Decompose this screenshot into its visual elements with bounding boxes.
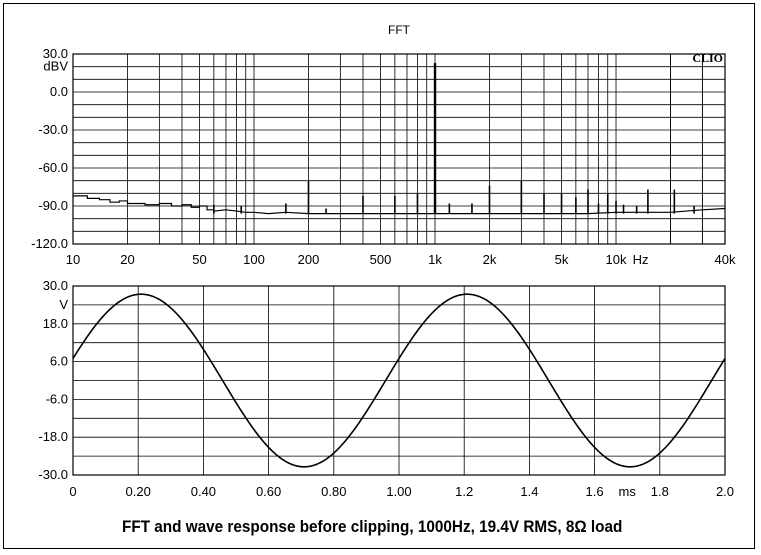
fft-y-tick-label: -120.0 xyxy=(31,236,68,251)
fft-title: FFT xyxy=(388,23,411,37)
fft-x-tick-label: 20 xyxy=(120,252,134,267)
chart-window: FFT 30.0 0.0 -30.0 -60.0 -90.0 -120.0 dBV 10 20 50… xyxy=(3,3,755,549)
wave-x-tick-label: 0.60 xyxy=(256,484,281,499)
clio-logo: CLIO xyxy=(692,51,723,65)
fft-x-tick-label: 200 xyxy=(298,252,320,267)
wave-y-tick-label: 30.0 xyxy=(43,278,68,293)
wave-x-tick-label: 2.0 xyxy=(716,484,734,499)
fft-y-tick-label: 0.0 xyxy=(50,84,68,99)
wave-y-tick-label: -30.0 xyxy=(38,467,68,482)
wave-y-tick-label: -6.0 xyxy=(46,391,68,406)
wave-x-unit: ms xyxy=(619,484,637,499)
fft-x-tick-label: 50 xyxy=(192,252,206,267)
fft-y-tick-label: -60.0 xyxy=(38,160,68,175)
fft-x-tick-label: 5k xyxy=(555,252,569,267)
fft-y-unit: dBV xyxy=(43,59,68,74)
wave-y-unit: V xyxy=(59,297,68,312)
wave-y-tick-label: 18.0 xyxy=(43,316,68,331)
wave-x-tick-label: 1.2 xyxy=(455,484,473,499)
wave-x-tick-label: 1.4 xyxy=(520,484,538,499)
wave-x-tick-label: 0.80 xyxy=(321,484,346,499)
fft-x-unit: Hz xyxy=(633,252,649,267)
fft-x-tick-label: 2k xyxy=(483,252,497,267)
fft-x-tick-label: 100 xyxy=(243,252,265,267)
wave-x-tick-label: 1.8 xyxy=(651,484,669,499)
fft-wave-chart: FFT 30.0 0.0 -30.0 -60.0 -90.0 -120.0 dBV 10 20 50… xyxy=(31,23,736,499)
fft-noise-trace xyxy=(73,195,726,215)
fft-x-tick-label: 10 xyxy=(66,252,80,267)
wave-x-tick-label: 0.40 xyxy=(191,484,216,499)
wave-x-tick-label: 1.00 xyxy=(386,484,411,499)
wave-trace xyxy=(72,293,726,468)
wave-y-tick-label: -18.0 xyxy=(38,429,68,444)
caption: FFT and wave response before clipping, 1… xyxy=(122,517,623,536)
fft-plot-border xyxy=(72,53,726,245)
fft-x-tick-label: 10k xyxy=(606,252,627,267)
wave-x-tick-label: 0 xyxy=(69,484,76,499)
fft-y-tick-label: -30.0 xyxy=(38,122,68,137)
wave-y-tick-label: 6.0 xyxy=(50,354,68,369)
fft-x-tick-label: 500 xyxy=(370,252,392,267)
wave-plot-border xyxy=(72,285,726,476)
fft-x-tick-label: 1k xyxy=(428,252,442,267)
wave-grid xyxy=(72,285,726,476)
fft-grid xyxy=(72,53,726,245)
fft-y-tick-label: -90.0 xyxy=(38,198,68,213)
wave-x-tick-label: 1.6 xyxy=(586,484,604,499)
fft-y-tick-label: 30.0 xyxy=(43,46,68,61)
wave-x-tick-label: 0.20 xyxy=(126,484,151,499)
fft-x-tick-label: 40k xyxy=(715,252,736,267)
